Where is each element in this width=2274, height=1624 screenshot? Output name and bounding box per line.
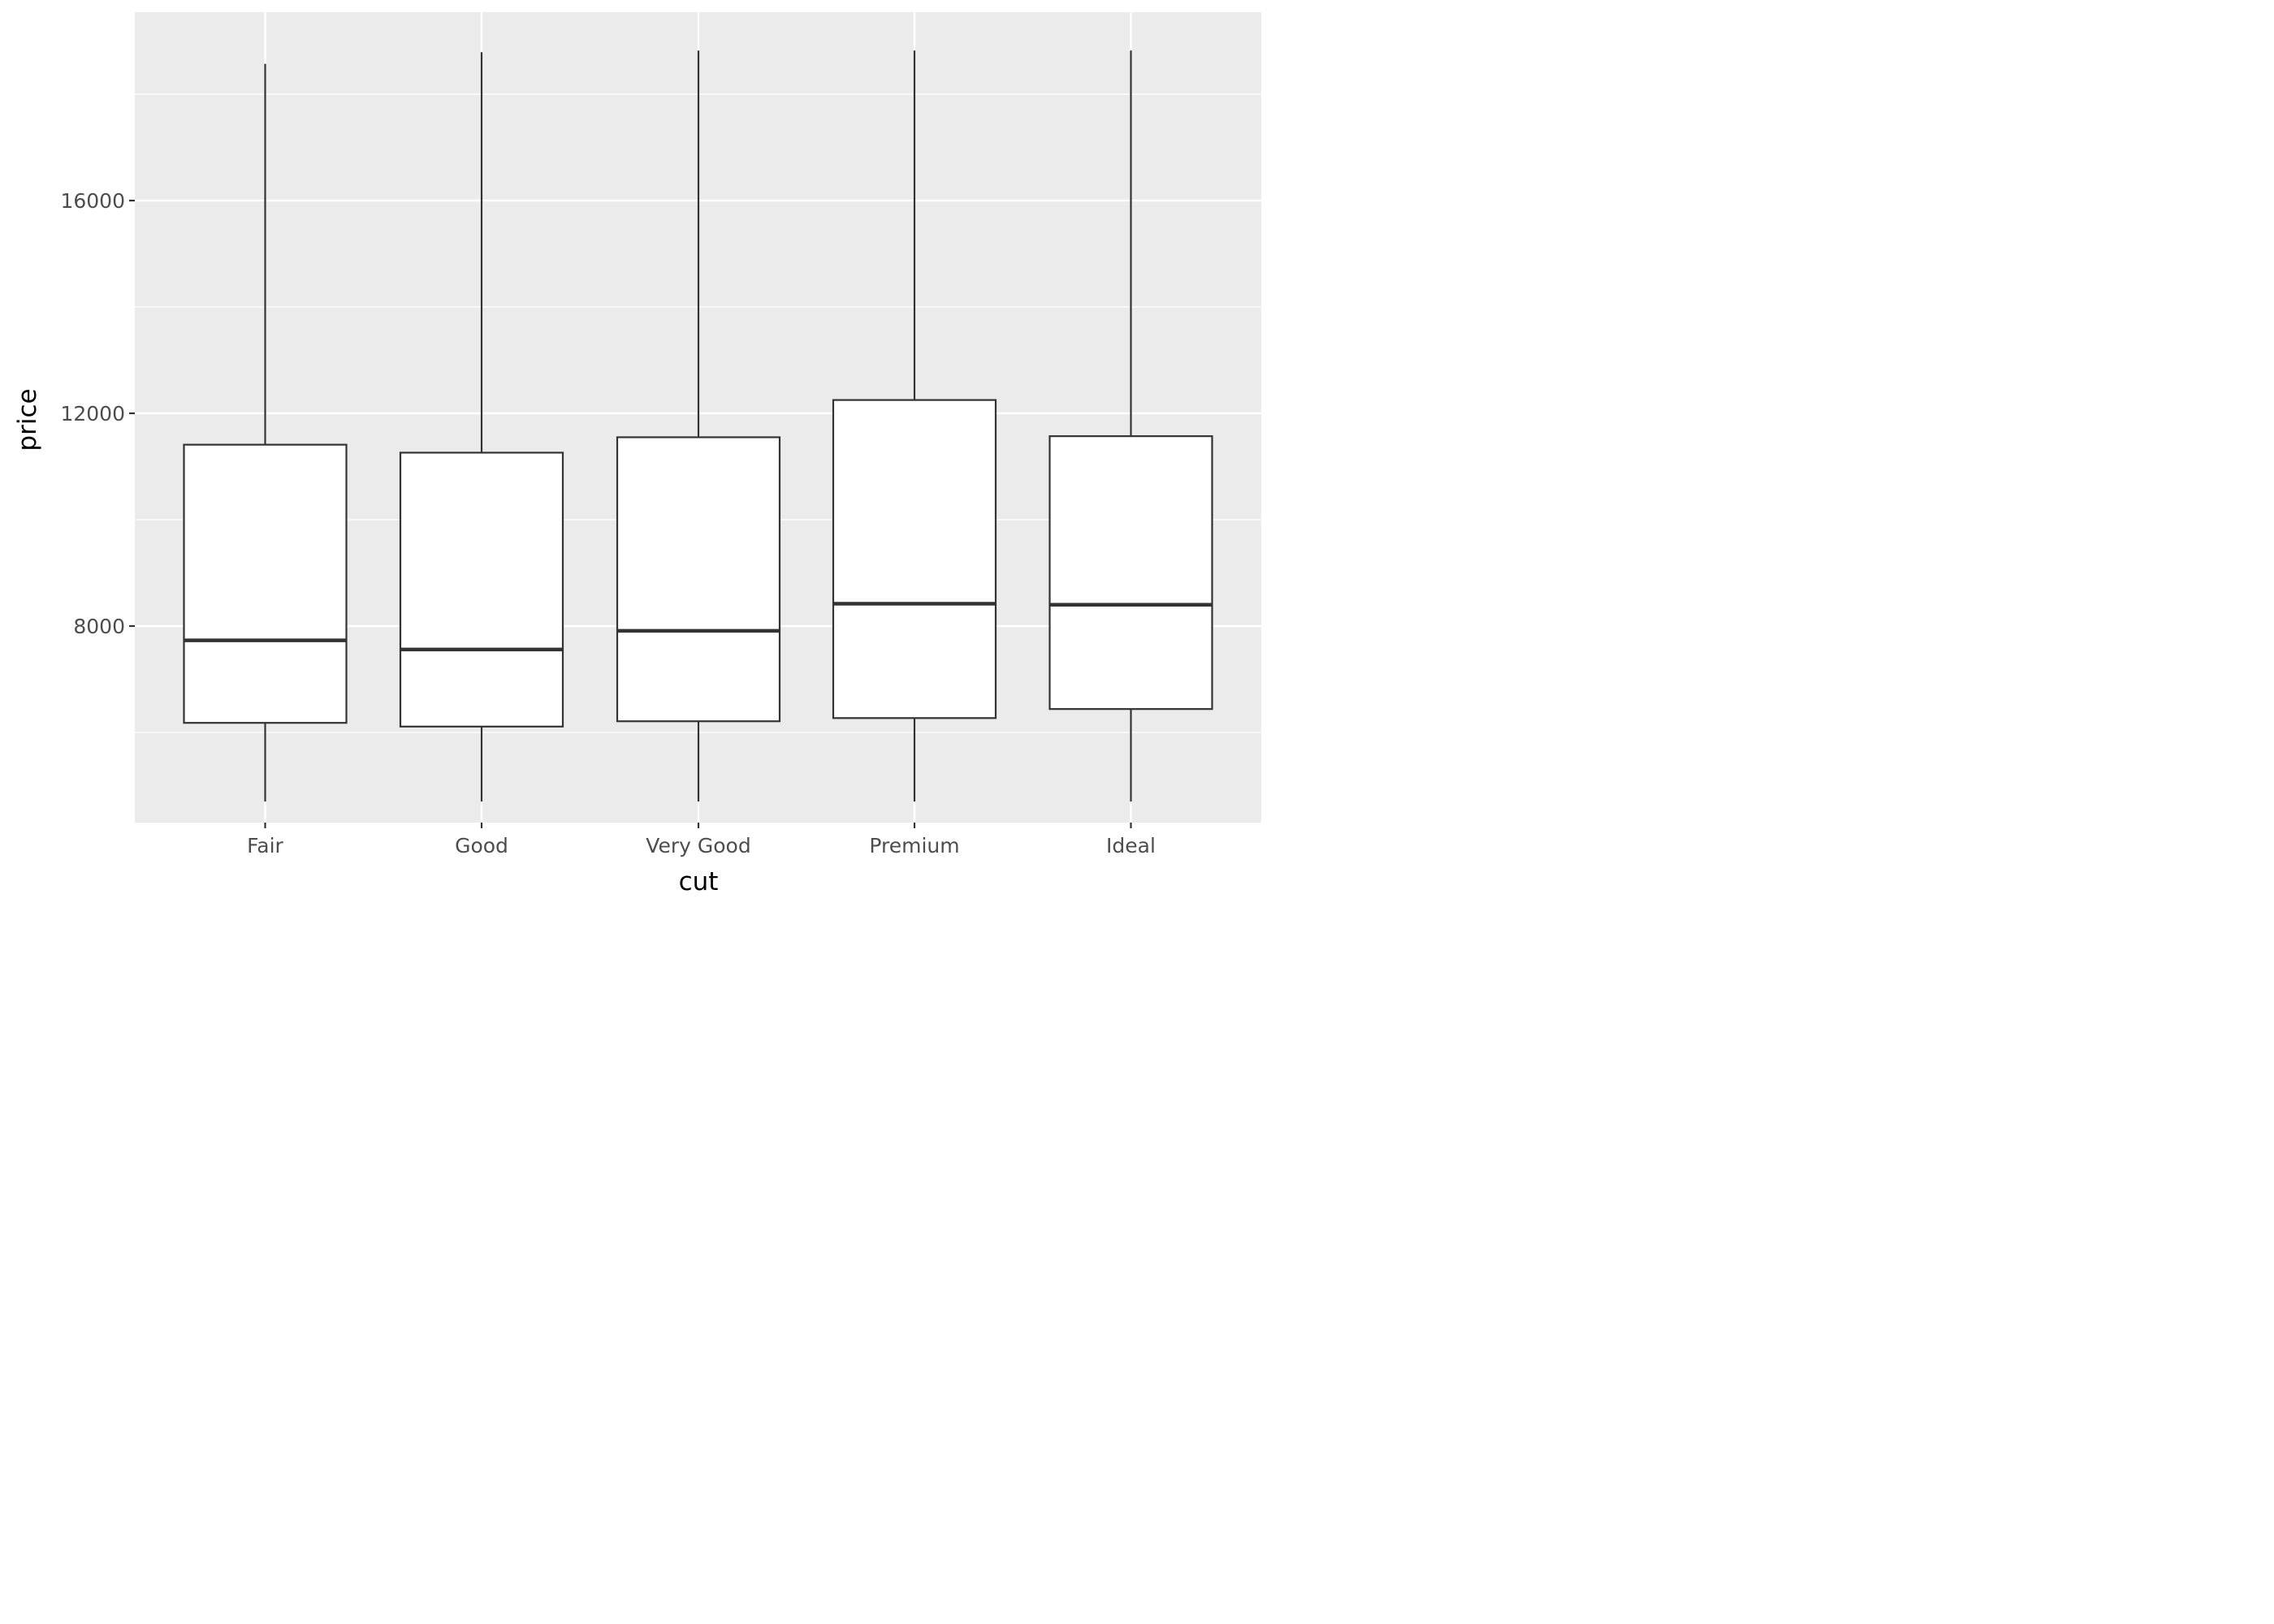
- box-good: [399, 52, 564, 802]
- box-fair: [183, 63, 348, 802]
- iqr-box: [183, 443, 348, 724]
- box-premium: [832, 50, 997, 802]
- iqr-box: [616, 436, 781, 723]
- box-ideal: [1048, 50, 1213, 802]
- box-very-good: [616, 50, 781, 802]
- x-axis: Fair Good Very Good Premium Ideal: [247, 823, 1156, 857]
- iqr-box: [399, 451, 564, 728]
- x-tick-label: Ideal: [1106, 834, 1156, 857]
- x-tick-label: Good: [455, 834, 508, 857]
- x-tick-label: Premium: [869, 834, 959, 857]
- y-tick-label: 8000: [73, 615, 125, 638]
- y-axis-title: price: [13, 388, 42, 451]
- y-tick-label: 16000: [60, 189, 125, 213]
- x-tick-label: Very Good: [646, 834, 750, 857]
- iqr-box: [1048, 435, 1213, 710]
- y-axis: 8000 12000 16000: [60, 189, 135, 638]
- x-tick-label: Fair: [247, 834, 283, 857]
- y-tick-label: 12000: [60, 402, 125, 425]
- box-series: [183, 50, 1213, 802]
- iqr-box: [832, 399, 997, 719]
- x-axis-title: cut: [679, 867, 719, 896]
- boxplot-chart: 8000 12000 16000 Fair Good Very Good Premium I…: [13, 12, 1261, 896]
